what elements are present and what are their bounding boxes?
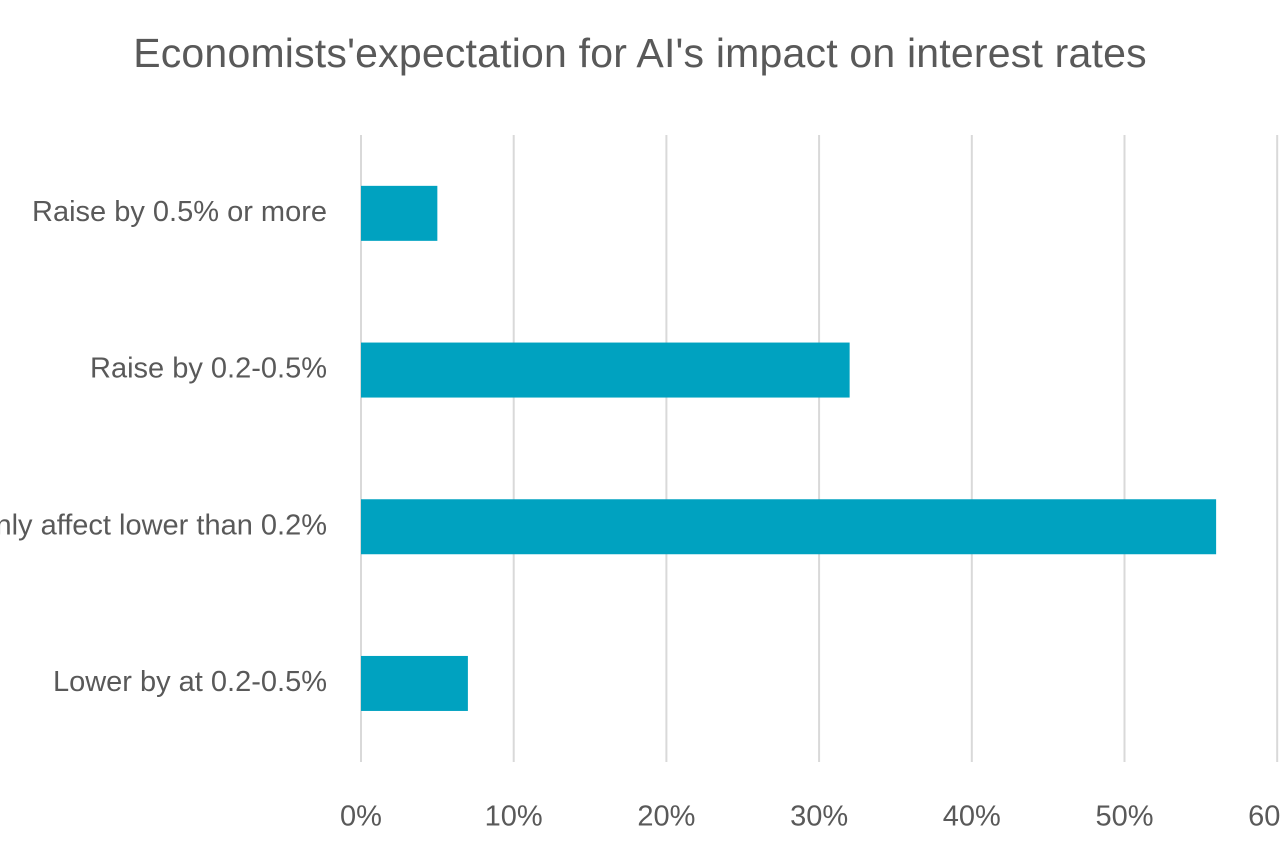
- x-axis-tick-labels: 0% 10% 20% 30% 40% 50% 60%: [340, 801, 1280, 833]
- x-tick-label: 60%: [1248, 801, 1280, 833]
- bar-3: [361, 499, 1217, 555]
- x-tick-label: 0%: [340, 801, 382, 833]
- category-label: Raise by 0.5% or more: [32, 196, 327, 228]
- bar-1: [361, 185, 438, 241]
- x-tick-label: 30%: [790, 801, 848, 833]
- gridlines: [360, 135, 1279, 762]
- bar-4: [361, 655, 468, 711]
- bars: [361, 185, 1217, 711]
- x-tick-label: 50%: [1095, 801, 1153, 833]
- category-label: Raise by 0.2-0.5%: [90, 353, 327, 385]
- bar-2: [361, 342, 850, 398]
- x-tick-label: 20%: [637, 801, 695, 833]
- x-tick-label: 10%: [485, 801, 543, 833]
- category-label: Only affect lower than 0.2%: [0, 509, 327, 541]
- category-label: Lower by at 0.2-0.5%: [53, 666, 327, 698]
- x-tick-label: 40%: [943, 801, 1001, 833]
- chart-title: Economists'expectation for AI's impact o…: [133, 30, 1147, 76]
- category-labels: Raise by 0.5% or more Raise by 0.2-0.5% On…: [0, 196, 327, 698]
